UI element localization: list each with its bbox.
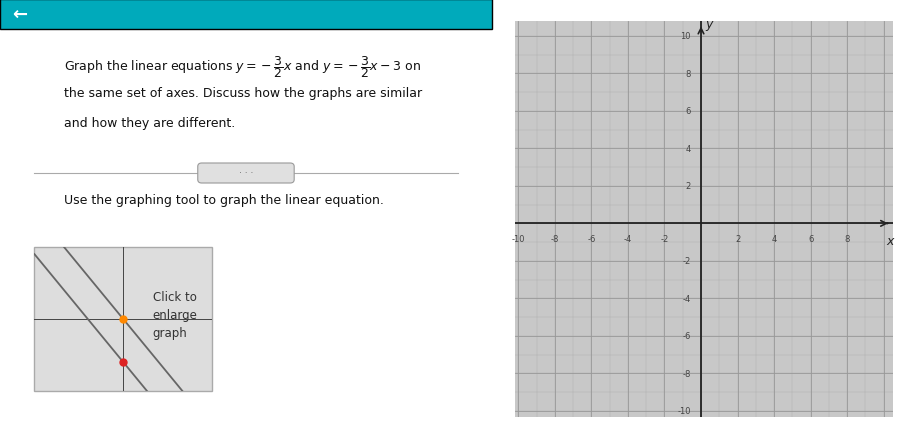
Text: Click to
enlarge
graph: Click to enlarge graph: [152, 290, 198, 339]
Text: 6: 6: [686, 107, 691, 116]
Text: -2: -2: [660, 234, 669, 243]
Text: 8: 8: [844, 234, 850, 243]
Text: ←: ←: [12, 6, 27, 24]
Text: · · ·: · · ·: [239, 169, 253, 178]
Text: 2: 2: [686, 182, 691, 191]
Text: -6: -6: [588, 234, 596, 243]
Text: y: y: [705, 18, 713, 31]
Text: 6: 6: [808, 234, 814, 243]
FancyBboxPatch shape: [35, 247, 211, 391]
Text: -8: -8: [682, 369, 691, 378]
Text: -4: -4: [624, 234, 632, 243]
Text: -8: -8: [551, 234, 559, 243]
Text: 4: 4: [686, 145, 691, 154]
Text: -10: -10: [678, 407, 691, 415]
Text: x: x: [886, 234, 894, 247]
Text: 2: 2: [735, 234, 740, 243]
Text: -6: -6: [682, 332, 691, 341]
Text: -4: -4: [682, 294, 691, 303]
Text: Graph the linear equations $y = -\dfrac{3}{2}x$ and $y = -\dfrac{3}{2}x - 3$ on: Graph the linear equations $y = -\dfrac{…: [64, 54, 421, 80]
Text: 4: 4: [772, 234, 777, 243]
Text: -10: -10: [512, 234, 525, 243]
Text: 10: 10: [681, 32, 691, 41]
Text: and how they are different.: and how they are different.: [64, 117, 235, 130]
FancyBboxPatch shape: [0, 0, 492, 30]
Text: Use the graphing tool to graph the linear equation.: Use the graphing tool to graph the linea…: [64, 193, 384, 206]
FancyBboxPatch shape: [198, 164, 294, 184]
Text: 8: 8: [686, 69, 691, 79]
Text: -2: -2: [682, 257, 691, 266]
Text: the same set of axes. Discuss how the graphs are similar: the same set of axes. Discuss how the gr…: [64, 87, 422, 100]
